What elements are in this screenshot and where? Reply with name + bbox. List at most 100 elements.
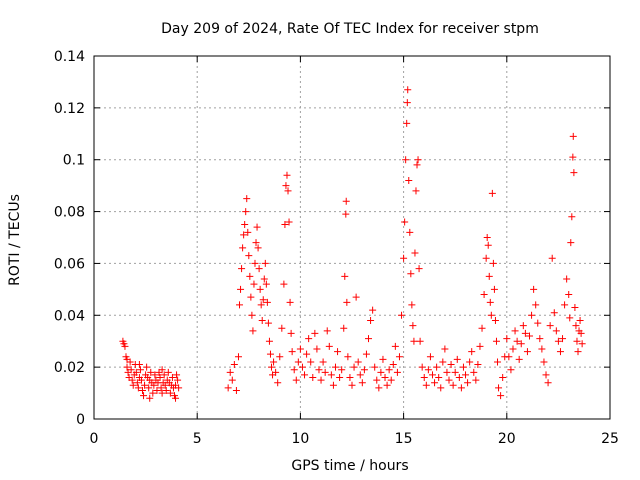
data-point-marker	[412, 187, 420, 195]
data-point-marker	[410, 337, 418, 345]
data-point-marker	[317, 376, 325, 384]
data-point-marker	[244, 228, 252, 236]
data-point-marker	[566, 314, 574, 322]
data-point-marker	[147, 368, 155, 376]
data-point-marker	[137, 376, 145, 384]
data-point-marker	[546, 322, 554, 330]
data-point-marker	[288, 348, 296, 356]
data-point-marker	[517, 340, 525, 348]
data-point-marker	[141, 381, 149, 389]
data-point-marker	[568, 213, 576, 221]
data-point-marker	[132, 368, 140, 376]
data-point-marker	[416, 337, 424, 345]
data-point-marker	[358, 379, 366, 387]
data-point-marker	[157, 384, 165, 392]
data-point-marker	[226, 368, 234, 376]
data-point-marker	[249, 327, 257, 335]
data-point-marker	[420, 374, 428, 382]
data-point-marker	[342, 210, 350, 218]
data-point-marker	[287, 329, 295, 337]
data-point-marker	[128, 376, 136, 384]
data-point-marker	[325, 342, 333, 350]
data-point-marker	[403, 119, 411, 127]
data-point-marker	[160, 371, 168, 379]
data-point-marker	[503, 335, 511, 343]
data-point-marker	[255, 265, 263, 273]
y-tick-label: 0.06	[54, 256, 85, 272]
data-point-marker	[550, 309, 558, 317]
data-point-marker	[123, 355, 131, 363]
data-point-marker	[437, 384, 445, 392]
data-point-marker	[519, 322, 527, 330]
data-point-marker	[298, 363, 306, 371]
data-point-marker	[303, 350, 311, 358]
data-point-marker	[492, 337, 500, 345]
data-point-marker	[424, 366, 432, 374]
data-point-marker	[161, 381, 169, 389]
data-point-marker	[418, 363, 426, 371]
data-point-marker	[121, 342, 129, 350]
data-point-marker	[468, 348, 476, 356]
data-point-marker	[296, 345, 304, 353]
data-point-marker	[485, 272, 493, 280]
data-point-marker	[307, 358, 315, 366]
y-tick-label: 0.02	[54, 360, 85, 376]
x-tick-label: 15	[395, 431, 413, 447]
data-point-marker	[470, 368, 478, 376]
data-point-marker	[283, 171, 291, 179]
data-point-marker	[323, 327, 331, 335]
data-point-marker	[474, 361, 482, 369]
data-point-marker	[457, 384, 465, 392]
y-tick-label: 0.12	[54, 101, 85, 117]
data-point-marker	[559, 335, 567, 343]
data-point-marker	[313, 345, 321, 353]
data-point-marker	[393, 368, 401, 376]
data-point-marker	[435, 374, 443, 382]
data-point-marker	[499, 374, 507, 382]
data-point-marker	[237, 285, 245, 293]
data-point-marker	[369, 306, 377, 314]
data-point-marker	[459, 363, 467, 371]
data-point-marker	[149, 389, 157, 397]
data-point-marker	[262, 280, 270, 288]
data-point-marker	[354, 358, 362, 366]
data-point-marker	[375, 384, 383, 392]
data-point-marker	[381, 374, 389, 382]
data-point-marker	[403, 99, 411, 107]
data-point-marker	[321, 368, 329, 376]
data-point-marker	[405, 176, 413, 184]
data-point-marker	[254, 244, 262, 252]
data-point-marker	[398, 311, 406, 319]
data-point-marker	[400, 254, 408, 262]
data-point-marker	[278, 324, 286, 332]
data-point-marker	[371, 363, 379, 371]
data-point-marker	[414, 156, 422, 164]
data-point-marker	[156, 374, 164, 382]
data-point-marker	[153, 386, 161, 394]
data-point-marker	[342, 197, 350, 205]
data-point-marker	[443, 368, 451, 376]
data-point-marker	[573, 337, 581, 345]
data-point-marker	[343, 298, 351, 306]
data-point-marker	[247, 293, 255, 301]
data-point-marker	[408, 301, 416, 309]
data-point-marker	[447, 361, 455, 369]
data-point-marker	[145, 384, 153, 392]
data-point-marker	[246, 272, 254, 280]
data-point-marker	[166, 389, 174, 397]
data-point-marker	[251, 259, 259, 267]
data-point-marker	[258, 316, 266, 324]
data-point-marker	[495, 384, 503, 392]
data-point-marker	[234, 353, 242, 361]
data-point-marker	[272, 368, 280, 376]
data-point-marker	[136, 366, 144, 374]
data-point-marker	[134, 384, 142, 392]
data-point-marker	[433, 363, 441, 371]
data-point-marker	[404, 86, 412, 94]
x-axis-label: GPS time / hours	[291, 458, 408, 474]
data-point-marker	[360, 366, 368, 374]
data-point-marker	[483, 234, 491, 241]
data-point-marker	[395, 353, 403, 361]
data-point-marker	[441, 345, 449, 353]
